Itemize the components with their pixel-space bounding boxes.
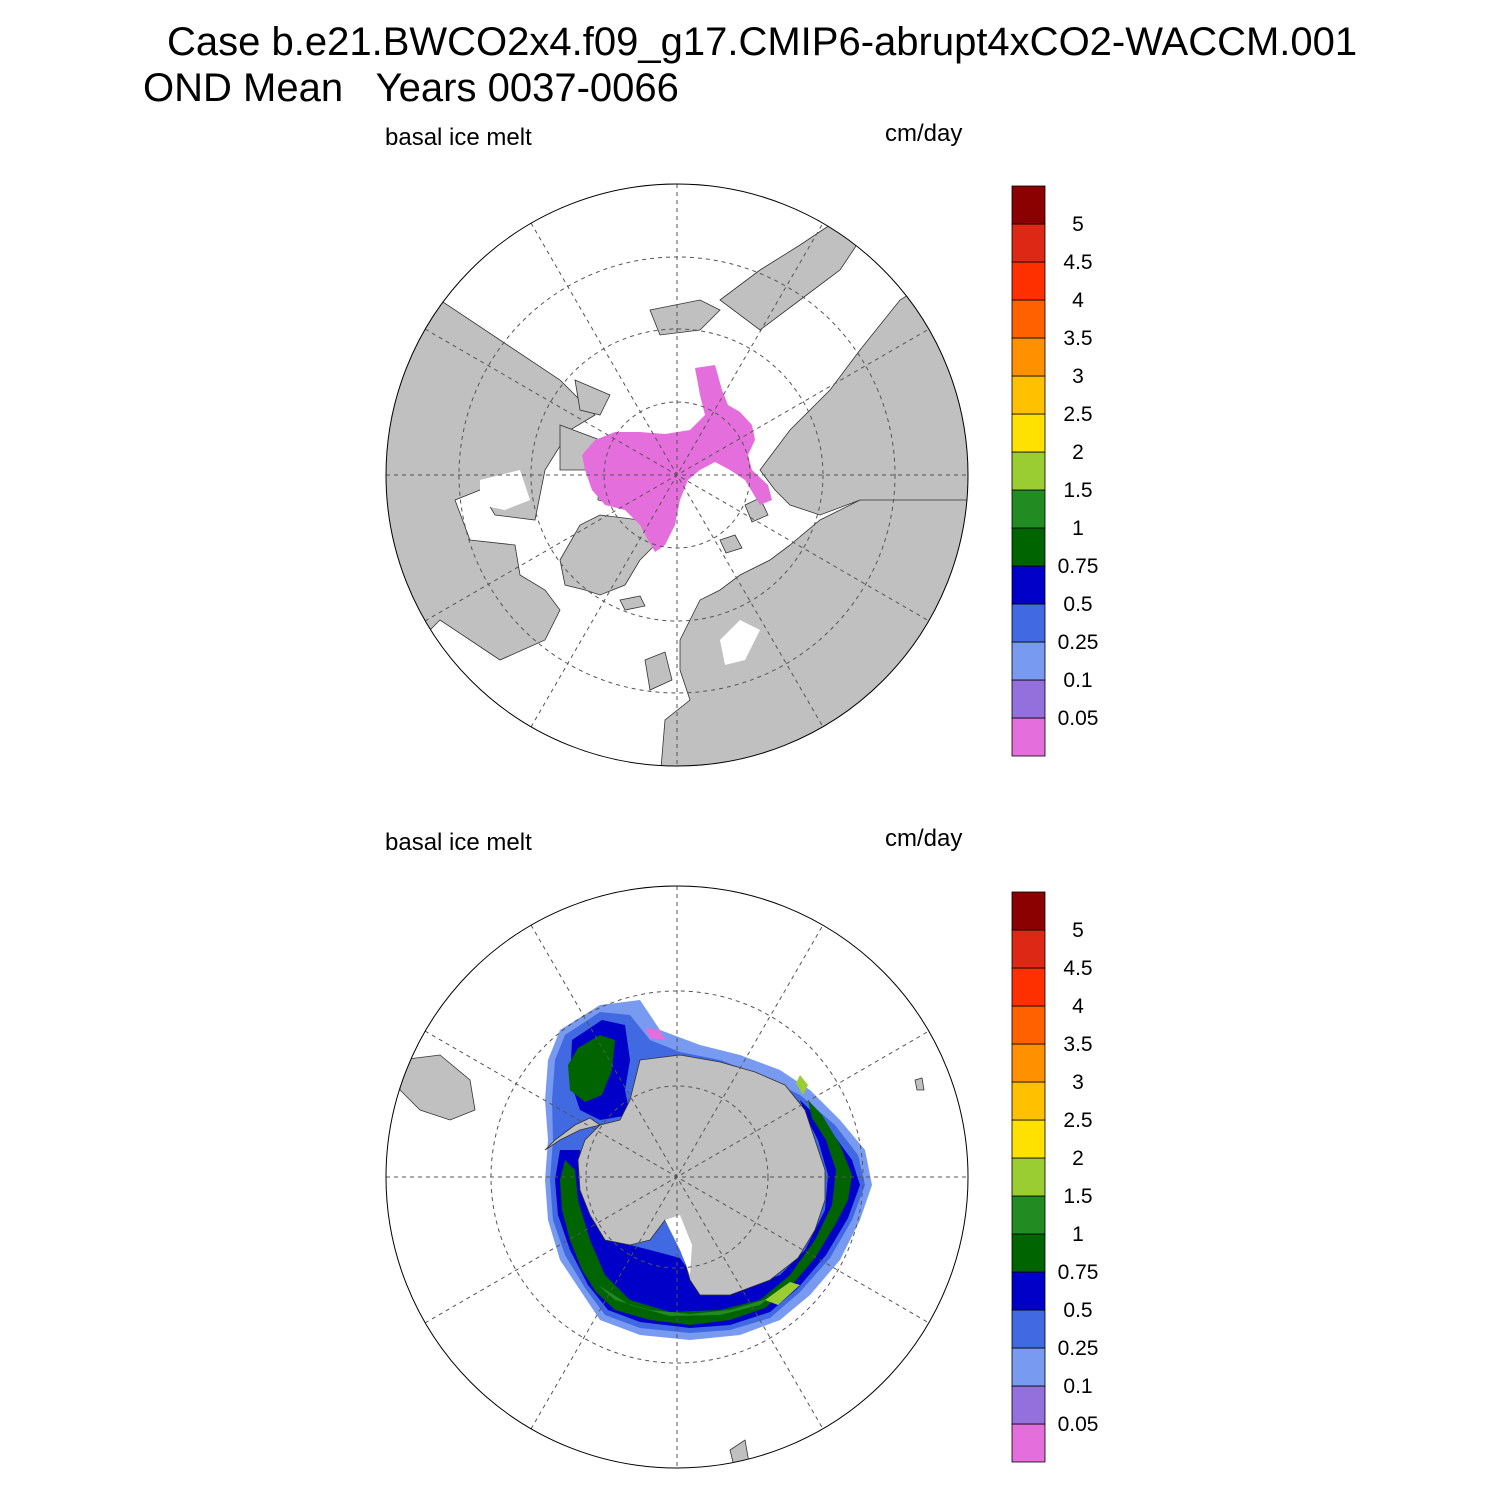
south-colorbar-tick-label: 1 [1072, 1223, 1084, 1246]
south-colorbar-swatch [1011, 1347, 1046, 1387]
north-colorbar-tick-label: 0.05 [1058, 707, 1099, 730]
south-colorbar-tick-label: 2.5 [1063, 1109, 1092, 1132]
north-colorbar-tick-label: 4.5 [1063, 251, 1092, 274]
south-colorbar-tick-label: 3.5 [1063, 1033, 1092, 1056]
south-land [399, 1054, 925, 1468]
north-colorbar-swatch [1011, 337, 1046, 377]
south-colorbar-tick-label: 0.75 [1058, 1261, 1099, 1284]
north-colorbar-tick-label: 2 [1072, 441, 1084, 464]
south-units-label: cm/day [885, 825, 963, 852]
south-colorbar-swatch [1011, 1119, 1046, 1159]
north-colorbar-tick-label: 0.25 [1058, 631, 1099, 654]
south-colorbar: 0.05 0.1 0.25 0.5 0.75 1 1.5 2 2.5 3 3.5 4 4.5 5 [1011, 891, 1099, 1463]
north-colorbar-swatch [1011, 261, 1046, 301]
north-colorbar-swatch [1011, 527, 1046, 567]
north-colorbar-swatch [1011, 413, 1046, 453]
north-colorbar-tick-label: 3.5 [1063, 327, 1092, 350]
north-colorbar-swatch [1011, 375, 1046, 415]
south-colorbar-tick-label: 0.05 [1058, 1413, 1099, 1436]
south-colorbar-swatch [1011, 1005, 1046, 1045]
north-graticule [386, 184, 968, 766]
north-colorbar-tick-label: 5 [1072, 213, 1084, 236]
north-colorbar-tick-label: 0.5 [1063, 593, 1092, 616]
south-map-border [385, 885, 969, 1469]
south-graticule [386, 886, 968, 1468]
north-variable-label: basal ice melt [385, 124, 532, 151]
south-colorbar-tick-label: 5 [1072, 919, 1084, 942]
north-colorbar-tick-label: 1 [1072, 517, 1084, 540]
south-variable-label: basal ice melt [385, 829, 532, 856]
south-colorbar-swatch [1011, 1195, 1046, 1235]
south-colorbar-tick-label: 2 [1072, 1147, 1084, 1170]
north-colorbar-swatch [1011, 185, 1046, 225]
south-colorbar-tick-label: 0.5 [1063, 1299, 1092, 1322]
north-colorbar-swatch [1011, 489, 1046, 529]
south-colorbar-tick-label: 1.5 [1063, 1185, 1092, 1208]
south-colorbar-swatch [1011, 929, 1046, 969]
north-colorbar-tick-label: 2.5 [1063, 403, 1092, 426]
north-polar-map [385, 183, 969, 767]
south-colorbar-tick-label: 3 [1072, 1071, 1084, 1094]
north-colorbar-tick-label: 0.75 [1058, 555, 1099, 578]
south-colorbar-tick-label: 4.5 [1063, 957, 1092, 980]
south-colorbar-swatch [1011, 1157, 1046, 1197]
south-colorbar-swatch [1011, 1385, 1046, 1425]
north-units-label: cm/day [885, 120, 963, 147]
north-colorbar-swatch [1011, 299, 1046, 339]
north-colorbar-swatch [1011, 603, 1046, 643]
south-colorbar-swatch [1011, 1423, 1046, 1463]
south-colorbar-swatch [1011, 1081, 1046, 1121]
north-colorbar-tick-label: 3 [1072, 365, 1084, 388]
south-colorbar-swatch [1011, 967, 1046, 1007]
south-colorbar-swatch [1011, 1233, 1046, 1273]
north-colorbar-swatch [1011, 223, 1046, 263]
south-colorbar-tick-label: 0.25 [1058, 1337, 1099, 1360]
north-map-border [385, 183, 969, 767]
north-colorbar-tick-label: 1.5 [1063, 479, 1092, 502]
north-colorbar: 0.05 0.1 0.25 0.5 0.75 1 1.5 2 2.5 3 3.5 4 4.5 5 [1011, 185, 1099, 757]
south-colorbar-tick-label: 0.1 [1063, 1375, 1092, 1398]
south-colorbar-swatch [1011, 1043, 1046, 1083]
north-colorbar-swatch [1011, 717, 1046, 757]
south-colorbar-tick-label: 4 [1072, 995, 1084, 1018]
south-polar-map [385, 885, 969, 1469]
north-colorbar-swatch [1011, 679, 1046, 719]
north-colorbar-tick-label: 0.1 [1063, 669, 1092, 692]
figure-title-case: Case b.e21.BWCO2x4.f09_g17.CMIP6-abrupt4… [167, 20, 1358, 64]
north-colorbar-tick-label: 4 [1072, 289, 1084, 312]
north-colorbar-swatch [1011, 641, 1046, 681]
figure-title-period: OND Mean Years 0037-0066 [143, 66, 679, 110]
south-colorbar-swatch [1011, 891, 1046, 931]
north-colorbar-swatch [1011, 565, 1046, 605]
north-colorbar-swatch [1011, 451, 1046, 491]
south-colorbar-swatch [1011, 1309, 1046, 1349]
south-colorbar-swatch [1011, 1271, 1046, 1311]
